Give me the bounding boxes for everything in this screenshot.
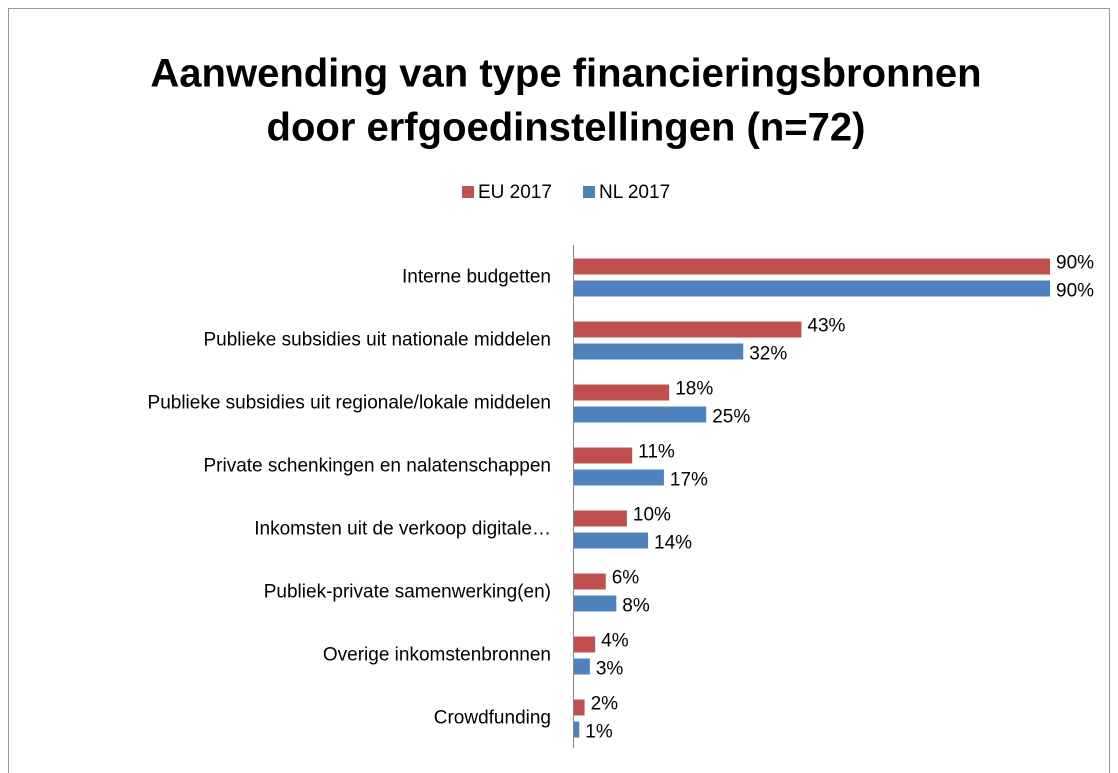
category-label: Crowdfunding [434,708,551,729]
data-label: 1% [585,722,613,743]
data-label: 32% [749,344,787,365]
category-label: Overige inkomstenbronnen [323,645,551,666]
category-label: Private schenkingen en nalatenschappen [203,456,551,477]
data-label: 2% [591,694,619,715]
data-label: 90% [1056,281,1094,302]
data-label: 6% [612,568,640,589]
bar [574,406,707,423]
data-label: 18% [675,379,713,400]
data-label: 4% [601,631,629,652]
category-label: Publieke subsidies uit regionale/lokale … [148,393,551,414]
data-label: 43% [807,316,845,337]
data-label: 10% [633,505,671,526]
chart-border [8,8,1110,773]
category-label: Interne budgetten [402,267,551,288]
legend-label: NL 2017 [599,182,670,203]
data-label: 8% [622,596,650,617]
data-label: 90% [1056,253,1094,274]
category-label: Publiek-private samenwerking(en) [264,582,551,603]
legend-swatch [462,186,474,198]
bar [574,699,585,716]
bar [574,636,596,653]
chart-title: Aanwending van type financieringsbronnen [150,52,981,96]
bar [574,280,1050,297]
bar [574,573,606,590]
data-label: 25% [712,407,750,428]
bar [574,658,590,675]
bar [574,447,633,464]
data-label: 3% [596,659,624,680]
bar [574,721,580,738]
category-label: Publieke subsidies uit nationale middele… [203,330,551,351]
data-label: 17% [670,470,708,491]
category-label: Inkomsten uit de verkoop digitale… [254,519,551,540]
bar [574,469,664,486]
bar [574,321,802,338]
bar [574,258,1050,275]
data-label: 14% [654,533,692,554]
bar [574,532,649,549]
data-label: 11% [638,442,675,463]
legend-swatch [583,186,595,198]
bar [574,384,670,401]
bar [574,595,617,612]
bar [574,510,627,527]
chart-title: door erfgoedinstellingen (n=72) [267,106,866,150]
legend-label: EU 2017 [478,182,552,203]
bar [574,343,744,360]
